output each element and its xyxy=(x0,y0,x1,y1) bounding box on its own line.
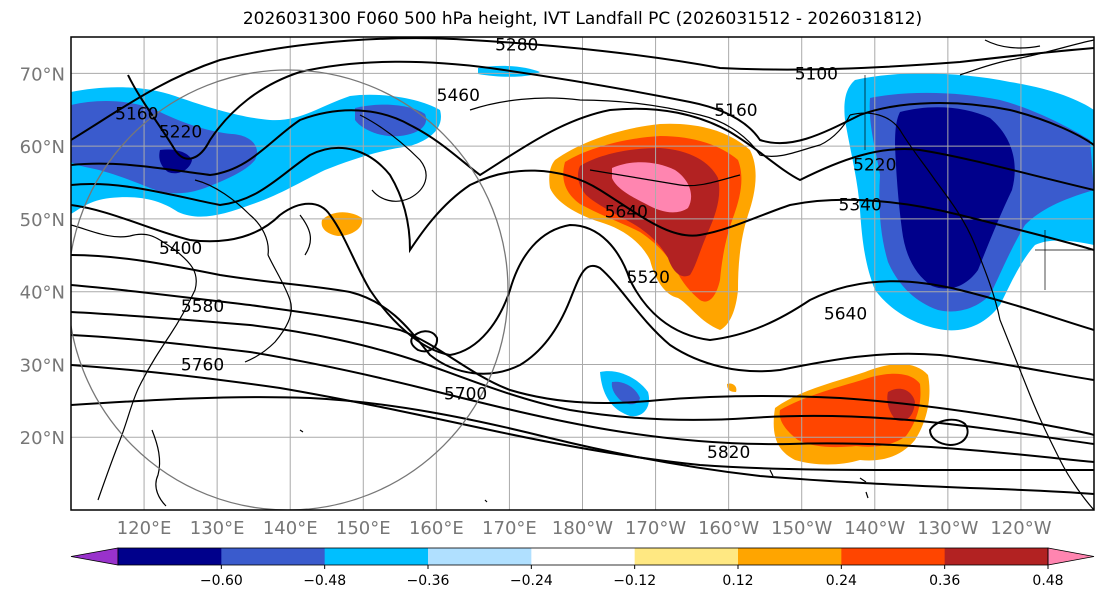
longitude-label: 150°W xyxy=(771,518,832,539)
longitude-label: 160°E xyxy=(409,518,464,539)
colorbar-tick-label: 0.24 xyxy=(826,573,857,589)
ivt-negative-shading xyxy=(71,65,1094,417)
colorbar-tick-label: −0.60 xyxy=(200,573,243,589)
contour-label: 5220 xyxy=(853,155,896,175)
latitude-label: 40°N xyxy=(20,283,65,304)
colorbar-tick-label: −0.48 xyxy=(303,573,346,589)
contour-label: 5160 xyxy=(115,104,158,124)
latitude-labels: 70°N 60°N 50°N 40°N 30°N 20°N xyxy=(20,64,65,449)
contour-label: 5220 xyxy=(159,123,202,143)
map-border xyxy=(70,36,1095,511)
contour-label: 5460 xyxy=(437,86,480,106)
graticule xyxy=(71,37,1094,510)
contour-label: 5640 xyxy=(605,203,648,223)
contour-label: 5280 xyxy=(495,35,538,55)
longitude-label: 170°W xyxy=(625,518,686,539)
contour-labels: 5280510054605160522051605220534056405400… xyxy=(115,35,896,463)
contour-label: 5400 xyxy=(159,239,202,259)
longitude-label: 120°E xyxy=(117,518,172,539)
longitude-label: 140°E xyxy=(263,518,318,539)
contour-label: 5580 xyxy=(181,297,224,317)
latitude-label: 60°N xyxy=(20,137,65,158)
colorbar-tick-label: 0.48 xyxy=(1032,573,1063,589)
longitude-label: 140°W xyxy=(844,518,905,539)
longitude-label: 180°W xyxy=(552,518,613,539)
map-title: 2026031300 F060 500 hPa height, IVT Land… xyxy=(242,9,923,29)
colorbar-segment xyxy=(634,548,739,565)
colorbar-extend-high xyxy=(1047,547,1095,566)
colorbar-tick-label: 0.36 xyxy=(929,573,960,589)
colorbar-segment xyxy=(738,548,842,565)
colorbar-extend-low xyxy=(70,547,119,566)
colorbar-tick-label: −0.12 xyxy=(613,573,656,589)
colorbar-tick-label: −0.24 xyxy=(510,573,553,589)
contour-label: 5760 xyxy=(181,355,224,375)
contour-label: 5520 xyxy=(627,268,670,288)
colorbar-segment xyxy=(221,548,326,565)
longitude-label: 120°W xyxy=(990,518,1051,539)
colorbar: −0.60 −0.48 −0.36 −0.24 −0.12 0.12 0.24 0.36 0.4… xyxy=(70,547,1095,589)
latitude-label: 50°N xyxy=(20,210,65,231)
contour-label: 5640 xyxy=(824,305,867,325)
latitude-label: 70°N xyxy=(20,64,65,85)
longitude-label: 130°W xyxy=(917,518,978,539)
colorbar-segment xyxy=(841,548,946,565)
range-circle xyxy=(71,69,509,510)
contour-label: 5100 xyxy=(795,64,838,84)
colorbar-tick-label: −0.36 xyxy=(407,573,450,589)
colorbar-segment xyxy=(428,548,532,565)
coastlines xyxy=(71,39,1094,510)
colorbar-segment xyxy=(944,548,1049,565)
longitude-label: 130°E xyxy=(190,518,245,539)
colorbar-segment xyxy=(118,548,222,565)
latitude-label: 20°N xyxy=(20,428,65,449)
contour-label: 5340 xyxy=(839,195,882,215)
height-contours xyxy=(71,37,1094,495)
longitude-label: 170°E xyxy=(482,518,537,539)
contour-label: 5820 xyxy=(707,443,750,463)
colorbar-outline xyxy=(117,547,1049,566)
ivt-positive-shading xyxy=(321,123,930,465)
longitude-label: 150°E xyxy=(336,518,391,539)
contour-label: 5700 xyxy=(444,385,487,405)
longitude-labels: 120°E 130°E 140°E 150°E 160°E 170°E 180°W 170°W… xyxy=(117,518,1052,539)
colorbar-segment xyxy=(324,548,429,565)
contour-label: 5160 xyxy=(714,101,757,121)
longitude-label: 160°W xyxy=(698,518,759,539)
colorbar-tick-label: 0.12 xyxy=(722,573,753,589)
latitude-label: 30°N xyxy=(20,355,65,376)
colorbar-segment xyxy=(531,548,636,565)
